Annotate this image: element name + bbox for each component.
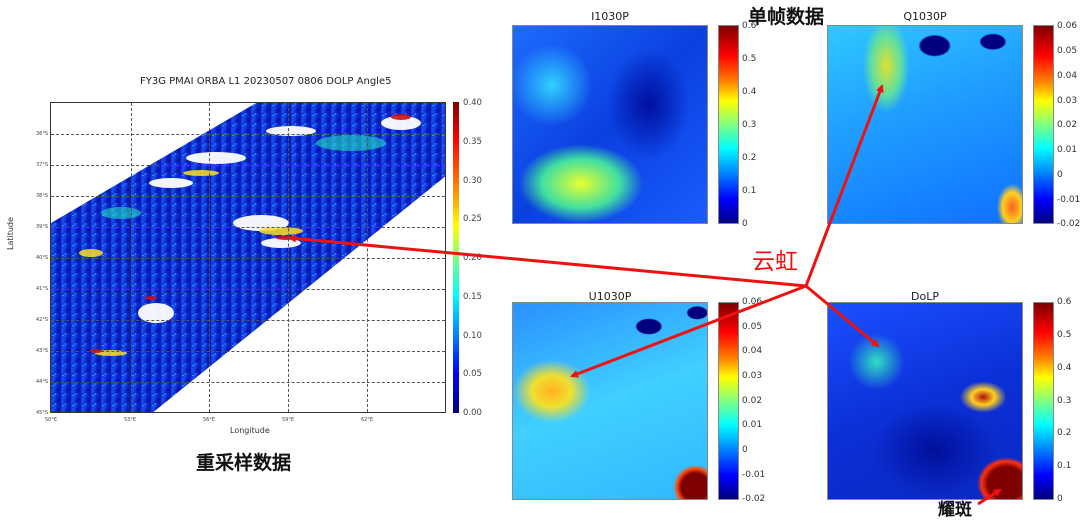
- lat-tick: 38°S: [36, 193, 49, 199]
- colorbar-tick: 0.25: [463, 214, 482, 224]
- lat-tick: 40°S: [36, 255, 49, 261]
- panel-image-dolp: [827, 302, 1023, 500]
- panel-image-i1030p: [512, 25, 708, 224]
- lon-tick: 50°E: [45, 417, 58, 423]
- colorbar-tick: 0.15: [463, 292, 482, 302]
- lon-tick: 62°E: [361, 417, 374, 423]
- map-plot: [50, 102, 446, 413]
- colorbar-tick: -0.01: [1057, 195, 1080, 205]
- colorbar-tick: 0.5: [1057, 330, 1072, 340]
- colorbar-tick: 0.04: [742, 346, 763, 356]
- panel-title-i1030p: I1030P: [591, 10, 629, 23]
- colorbar-tick: 0.06: [1057, 21, 1078, 31]
- colorbar-tick: 0.03: [1057, 96, 1078, 106]
- colorbar-tick: 0.03: [742, 371, 763, 381]
- colorbar-tick: 0.06: [742, 297, 763, 307]
- lat-tick: 41°S: [36, 286, 49, 292]
- colorbar-tick: 0: [742, 445, 748, 455]
- lat-tick: 45°S: [36, 410, 49, 416]
- colorbar-tick: 0.1: [1057, 461, 1072, 471]
- colorbar-tick: -0.01: [742, 470, 766, 480]
- colorbar-u1030p: [718, 302, 739, 500]
- single-frame-caption: 单帧数据: [748, 6, 825, 28]
- colorbar-tick: 0.00: [463, 408, 482, 418]
- lat-tick: 37°S: [36, 162, 49, 168]
- colorbar-tick: 0.3: [1057, 396, 1072, 406]
- colorbar-tick: 0.6: [1057, 297, 1072, 307]
- swath-image: [51, 103, 445, 412]
- lat-tick: 42°S: [36, 317, 49, 323]
- colorbar-tick: 0: [1057, 170, 1063, 180]
- lat-tick: 36°S: [36, 131, 49, 137]
- colorbar-tick: 0.20: [463, 253, 482, 263]
- colorbar-tick: 0.04: [1057, 71, 1078, 81]
- colorbar-tick: 0.2: [742, 153, 757, 163]
- colorbar-tick: 0.05: [1057, 46, 1078, 56]
- lat-tick: 44°S: [36, 379, 49, 385]
- colorbar-tick: 0: [742, 219, 748, 229]
- colorbar-i1030p: [718, 25, 739, 224]
- resampled-data-caption: 重采样数据: [196, 452, 292, 474]
- x-axis-label: Longitude: [230, 426, 270, 435]
- panel-title-dolp: DoLP: [911, 290, 939, 303]
- panel-title-q1030p: Q1030P: [903, 10, 947, 23]
- colorbar-tick: 0.2: [1057, 428, 1072, 438]
- colorbar-tick: 0.1: [742, 186, 757, 196]
- colorbar-tick: 0.5: [742, 54, 757, 64]
- lon-tick: 53°E: [124, 417, 137, 423]
- colorbar-tick: 0.02: [1057, 120, 1078, 130]
- colorbar-tick: -0.02: [1057, 219, 1080, 229]
- colorbar-tick: 0.01: [1057, 145, 1078, 155]
- colorbar-tick: 0.4: [742, 87, 757, 97]
- lat-tick: 43°S: [36, 348, 49, 354]
- colorbar-tick: 0.02: [742, 396, 763, 406]
- colorbar-tick: 0.35: [463, 137, 482, 147]
- colorbar-tick: -0.02: [742, 494, 766, 504]
- lat-tick: 39°S: [36, 224, 49, 230]
- colorbar-q1030p: [1033, 25, 1054, 224]
- colorbar-dolp: [1033, 302, 1054, 500]
- map-colorbar: [453, 102, 459, 413]
- lon-tick: 56°E: [203, 417, 216, 423]
- cloudbow-label: 云虹: [752, 249, 798, 275]
- colorbar-tick: 0: [1057, 494, 1063, 504]
- panel-image-u1030p: [512, 302, 708, 500]
- colorbar-tick: 0.3: [742, 120, 757, 130]
- map-title: FY3G PMAI ORBA L1 20230507 0806 DOLP Ang…: [140, 76, 392, 87]
- colorbar-tick: 0.01: [742, 420, 763, 430]
- panel-image-q1030p: [827, 25, 1023, 224]
- colorbar-tick: 0.40: [463, 98, 482, 108]
- colorbar-tick: 0.05: [742, 322, 763, 332]
- y-axis-label: Latitude: [6, 217, 15, 250]
- glint-label: 耀斑: [938, 500, 972, 520]
- colorbar-tick: 0.4: [1057, 363, 1072, 373]
- colorbar-tick: 0.10: [463, 331, 482, 341]
- colorbar-tick: 0.05: [463, 369, 482, 379]
- colorbar-tick: 0.30: [463, 176, 482, 186]
- lon-tick: 59°E: [282, 417, 295, 423]
- colorbar-tick: 0.6: [742, 21, 757, 31]
